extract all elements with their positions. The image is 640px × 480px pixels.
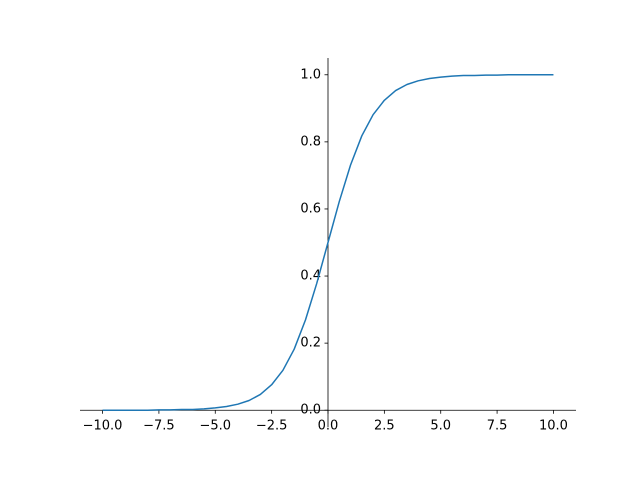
x-tick-label: −2.5	[256, 419, 288, 434]
x-tick-label: −5.0	[199, 419, 231, 434]
x-tick-label: −10.0	[83, 419, 123, 434]
y-tick-label: 0.0	[300, 403, 321, 418]
x-tick-label: 0.0	[318, 419, 339, 434]
x-tick-label: −7.5	[143, 419, 175, 434]
x-tick-label: 10.0	[539, 419, 568, 434]
y-tick-label: 0.6	[300, 201, 321, 216]
x-tick-label: 5.0	[430, 419, 451, 434]
y-tick-label: 0.4	[300, 269, 321, 284]
y-tick-label: 0.2	[300, 336, 321, 351]
line-series	[102, 74, 554, 411]
x-tick-label: 7.5	[487, 419, 508, 434]
y-tick-label: 0.8	[300, 134, 321, 149]
x-tick-label: 2.5	[374, 419, 395, 434]
y-tick-label: 1.0	[300, 67, 321, 82]
